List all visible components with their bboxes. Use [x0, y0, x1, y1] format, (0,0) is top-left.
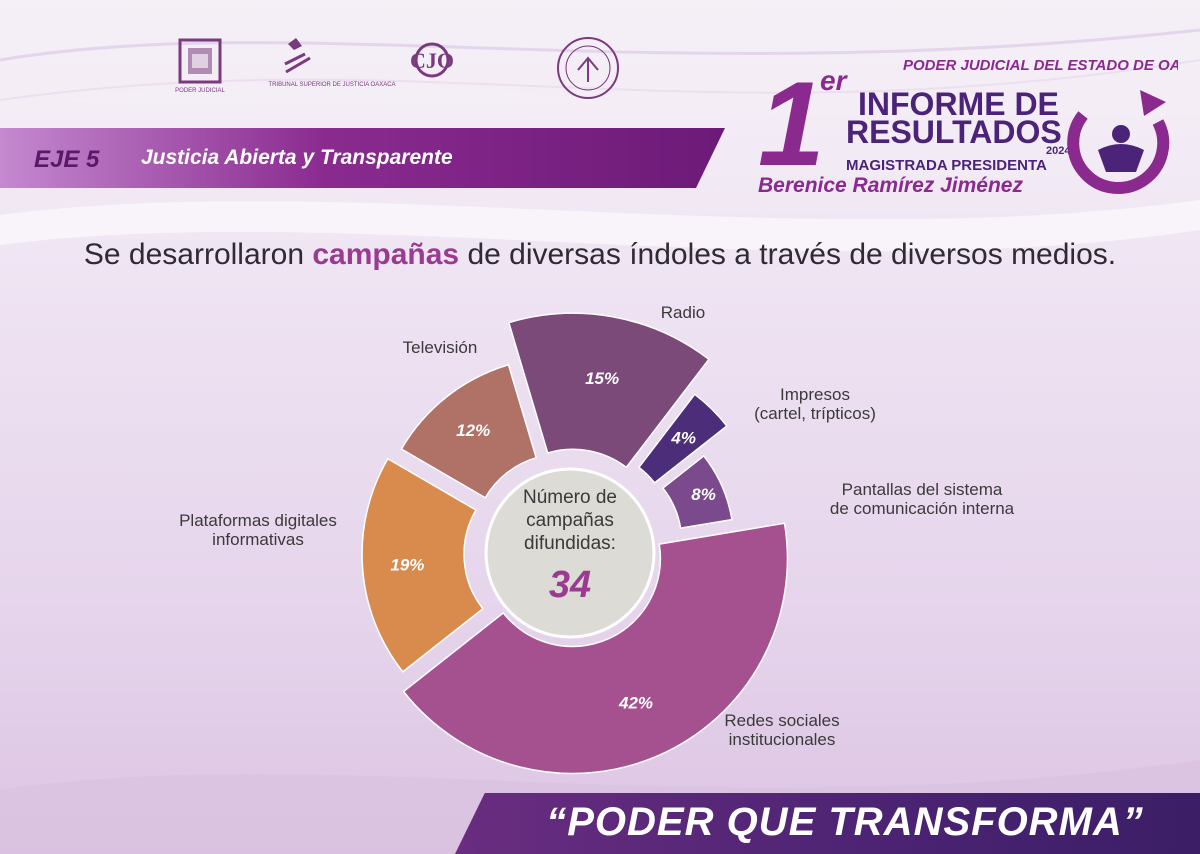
pie-slice-pantallas-del-sistema-de-comunicacion-interna: [661, 454, 733, 529]
lead-sentence: Se desarrollaron campañas de diversas ín…: [0, 238, 1200, 272]
logo-text-1: PODER JUDICIAL: [175, 88, 225, 94]
center-text-line: difundidas:: [524, 533, 616, 554]
slice-category-label-redes-sociales-institucionales: Redes sociales institucionales: [724, 711, 839, 749]
eje-banner: [0, 128, 725, 188]
slice-value-label-television: 12%: [456, 421, 490, 440]
lead-text-before: Se desarrollaron: [83, 238, 313, 271]
slice-value-label-pantallas-del-sistema-de-comunicacion-interna: 8%: [691, 485, 716, 504]
informe-resultados-block: PODER JUDICIAL DEL ESTADO DE OAXACA 1 er…: [758, 57, 1178, 197]
pie-slice-radio: [507, 312, 710, 469]
center-total-value: 34: [549, 564, 591, 606]
center-circle: [484, 467, 656, 639]
lead-text-after: de diversas índoles a través de diversos…: [459, 238, 1117, 271]
institution-logos: PODER JUDICIAL TRIBUNAL SUPERIOR DE JUST…: [175, 37, 619, 99]
informe-year: 2024: [1046, 145, 1071, 157]
informe-line2: RESULTADOS: [846, 114, 1062, 150]
tribunal-superior-logo: TRIBUNAL SUPERIOR DE JUSTICIA OAXACA: [268, 38, 396, 88]
ordinal-suffix: er: [820, 65, 849, 96]
logo-text-3: CJO: [410, 48, 454, 73]
slice-value-label-plataformas-digitales-informativas: 19%: [390, 555, 424, 574]
slice-value-label-redes-sociales-institucionales: 42%: [618, 694, 653, 713]
slice-value-label-impresos-cartel-tripticos: 4%: [670, 429, 696, 448]
slice-category-label-radio: Radio: [661, 303, 705, 322]
campaigns-pie-chart: 15% Radio 4% Impresos (cartel, trípticos) 8% P…: [179, 303, 1015, 775]
center-text-line: campañas: [526, 510, 614, 531]
slice-category-label-pantallas-del-sistema-de-comunicacion-interna: Pantallas del sistema de comunicación int…: [830, 480, 1015, 518]
pie-slice-impresos-cartel-tripticos: [637, 393, 728, 484]
cjo-logo: CJO: [410, 42, 454, 78]
lead-highlight: campañas: [312, 238, 460, 271]
institution-name: PODER JUDICIAL DEL ESTADO DE OAXACA: [903, 57, 1178, 74]
eje-number: EJE 5: [34, 146, 100, 173]
slice-category-label-impresos-cartel-tripticos: Impresos (cartel, trípticos): [754, 385, 876, 423]
eje-title: Justicia Abierta y Transparente: [141, 146, 453, 169]
slice-value-label-radio: 15%: [585, 369, 619, 388]
footer-banner: [455, 793, 1200, 854]
informe-emblem-icon: [1067, 90, 1170, 194]
pie-slice-redes-sociales-institucionales: [402, 522, 789, 775]
ordinal-number: 1: [758, 57, 825, 191]
logo-text-2: TRIBUNAL SUPERIOR DE JUSTICIA OAXACA: [268, 82, 395, 88]
poder-judicial-logo: PODER JUDICIAL: [175, 38, 225, 94]
organo-logo: [557, 37, 619, 99]
informe-person-name: Berenice Ramírez Jiménez: [758, 174, 1023, 197]
pie-slice-plataformas-digitales-informativas: [361, 457, 484, 673]
pie-slice-television: [400, 363, 538, 499]
informe-role: MAGISTRADA PRESIDENTA: [846, 157, 1047, 174]
informe-line1: INFORME DE: [858, 86, 1059, 122]
slice-category-label-plataformas-digitales-informativas: Plataformas digitales informativas: [179, 511, 337, 549]
slice-category-label-television: Televisión: [403, 338, 478, 357]
footer-slogan: “PODER QUE TRANSFORMA”: [546, 800, 1144, 844]
center-text-line: Número de: [523, 487, 617, 508]
